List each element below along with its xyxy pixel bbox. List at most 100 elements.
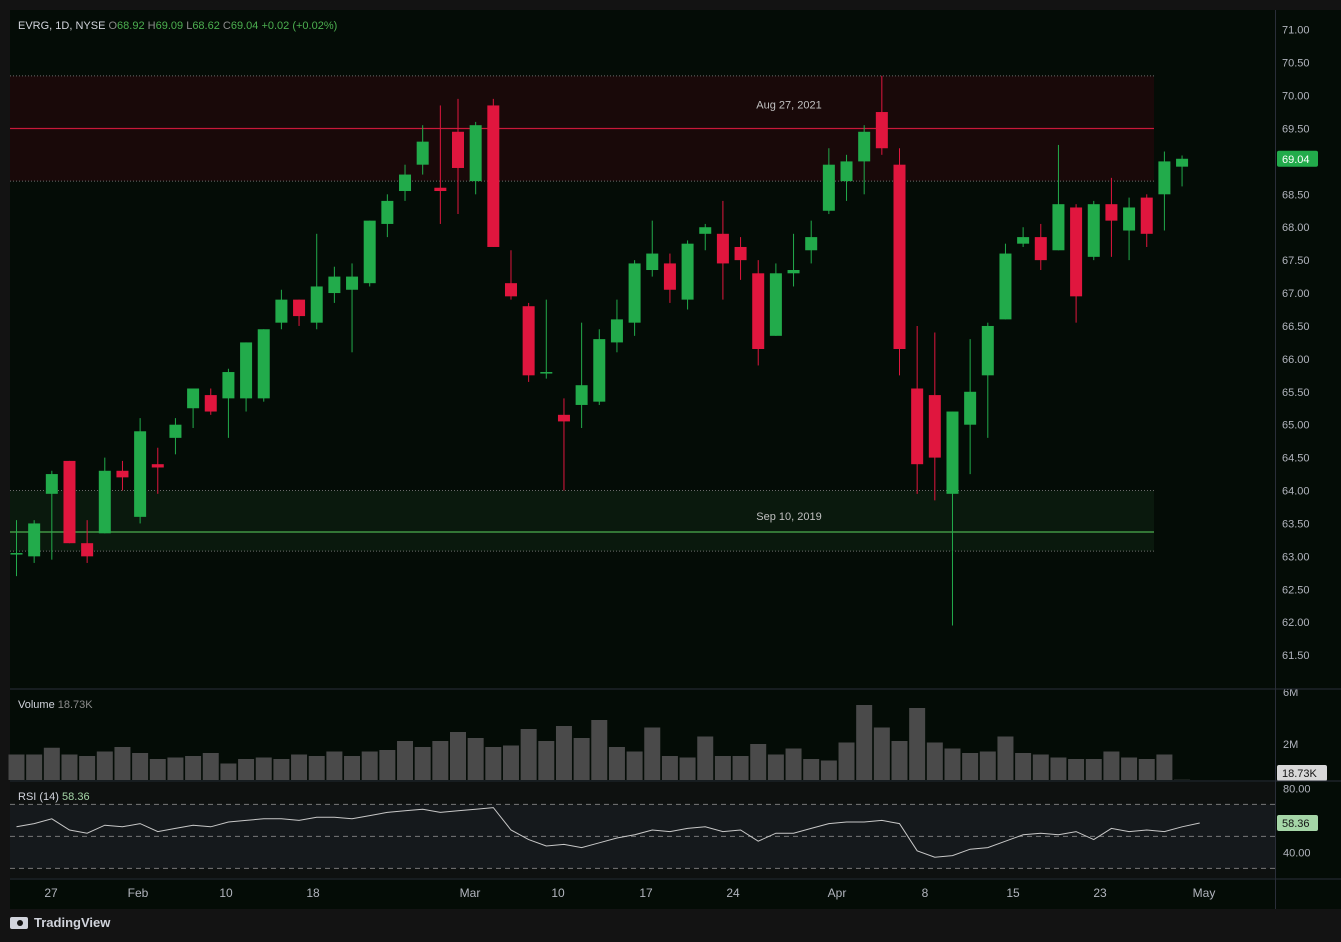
candles[interactable] <box>10 75 1189 626</box>
candle[interactable] <box>875 75 888 155</box>
candle[interactable] <box>204 388 217 415</box>
volume-bar <box>944 748 961 780</box>
candle[interactable] <box>1140 194 1153 247</box>
volume-axis[interactable]: 6M 2M 18.73K <box>1277 687 1327 781</box>
candle[interactable] <box>28 520 41 563</box>
candle[interactable] <box>1105 177 1118 257</box>
candle[interactable] <box>1017 227 1030 247</box>
candle[interactable] <box>752 260 765 366</box>
candle[interactable] <box>222 368 235 438</box>
candle[interactable] <box>63 460 76 544</box>
symbol-label[interactable]: EVRG, 1D, NYSE <box>18 20 106 32</box>
candle[interactable] <box>363 220 376 287</box>
candle[interactable] <box>293 299 306 326</box>
candle-body <box>134 431 147 517</box>
candle[interactable] <box>257 329 270 402</box>
candle[interactable] <box>681 240 694 310</box>
candle[interactable] <box>540 299 553 379</box>
candle[interactable] <box>169 418 182 455</box>
open-label: O <box>108 20 118 32</box>
low-value: 68.62 <box>192 20 220 32</box>
rsi-axis[interactable]: 80.00 40.00 58.36 <box>1277 783 1318 859</box>
candle[interactable] <box>504 250 517 300</box>
candle[interactable] <box>610 299 623 353</box>
candle[interactable] <box>487 98 500 247</box>
candle[interactable] <box>1176 155 1189 187</box>
volume-bar <box>803 759 820 780</box>
candle[interactable] <box>628 260 641 336</box>
candle[interactable] <box>946 411 959 626</box>
candle[interactable] <box>1087 200 1100 261</box>
candle[interactable] <box>275 289 288 330</box>
candle[interactable] <box>981 322 994 438</box>
candle-body <box>1034 237 1047 261</box>
candle[interactable] <box>840 154 853 201</box>
candle[interactable] <box>1158 151 1171 231</box>
candle[interactable] <box>999 243 1012 320</box>
time-axis[interactable]: 27 Feb 10 18 Mar 10 17 24 Apr 8 15 23 May <box>44 886 1215 900</box>
volume-label[interactable]: Volume <box>18 699 55 711</box>
candle[interactable] <box>858 125 871 195</box>
candle[interactable] <box>699 223 712 251</box>
candle[interactable] <box>381 194 394 238</box>
candle[interactable] <box>928 332 941 501</box>
candle[interactable] <box>822 148 835 215</box>
candle[interactable] <box>787 233 800 287</box>
candle[interactable] <box>593 329 606 405</box>
candle[interactable] <box>557 398 570 491</box>
candle[interactable] <box>1052 144 1065 251</box>
change-value: +0.02 (+0.02%) <box>261 20 338 32</box>
candle[interactable] <box>1070 204 1083 323</box>
candle-body <box>540 372 553 374</box>
ohlc-legend: EVRG, 1D, NYSE O68.92 H69.09 L68.62 C69.… <box>18 20 337 32</box>
candle[interactable] <box>116 460 129 491</box>
volume-bar <box>485 747 502 780</box>
candle-body <box>81 543 94 557</box>
candle[interactable] <box>45 470 58 560</box>
candle[interactable] <box>575 322 588 428</box>
candle[interactable] <box>310 233 323 330</box>
candle[interactable] <box>134 418 147 524</box>
candle[interactable] <box>1034 223 1047 271</box>
candle[interactable] <box>346 263 359 353</box>
candle[interactable] <box>734 237 747 280</box>
high-value: 69.09 <box>155 20 184 32</box>
candle[interactable] <box>805 220 818 264</box>
candle[interactable] <box>452 98 464 215</box>
candle[interactable] <box>416 125 429 175</box>
pane-separators[interactable] <box>10 10 1341 909</box>
candle[interactable] <box>98 457 111 534</box>
candle[interactable] <box>769 263 782 336</box>
volume-bar <box>732 756 749 780</box>
candle[interactable] <box>893 148 906 376</box>
volume-tick-label: 2M <box>1283 739 1298 751</box>
candle[interactable] <box>151 447 164 494</box>
candle[interactable] <box>469 121 482 195</box>
price-axis[interactable]: 61.50 62.00 62.50 63.00 63.50 64.00 64.50 65.00… <box>1277 25 1318 662</box>
candle[interactable] <box>1123 197 1136 261</box>
candle-body <box>452 131 464 168</box>
candle[interactable] <box>240 342 253 412</box>
candle[interactable] <box>10 520 23 577</box>
candle[interactable] <box>716 200 729 300</box>
candle[interactable] <box>964 339 977 475</box>
candle[interactable] <box>663 253 676 303</box>
candle-body <box>787 270 800 274</box>
time-tick-label: 10 <box>219 886 233 900</box>
volume-bar <box>1032 754 1049 780</box>
candle[interactable] <box>399 164 412 201</box>
volume-bar <box>856 705 873 780</box>
candle[interactable] <box>646 220 659 277</box>
candle[interactable] <box>81 520 94 563</box>
volume-bar <box>202 753 219 780</box>
rsi-label[interactable]: RSI (14) <box>18 791 59 803</box>
tradingview-logo[interactable]: TradingView <box>10 915 110 930</box>
candle[interactable] <box>522 302 535 382</box>
candle[interactable] <box>187 388 200 428</box>
volume-bar <box>379 750 396 780</box>
candle[interactable] <box>911 325 924 494</box>
candle[interactable] <box>328 266 341 303</box>
volume-bar <box>1138 759 1155 780</box>
candle[interactable] <box>434 105 447 224</box>
